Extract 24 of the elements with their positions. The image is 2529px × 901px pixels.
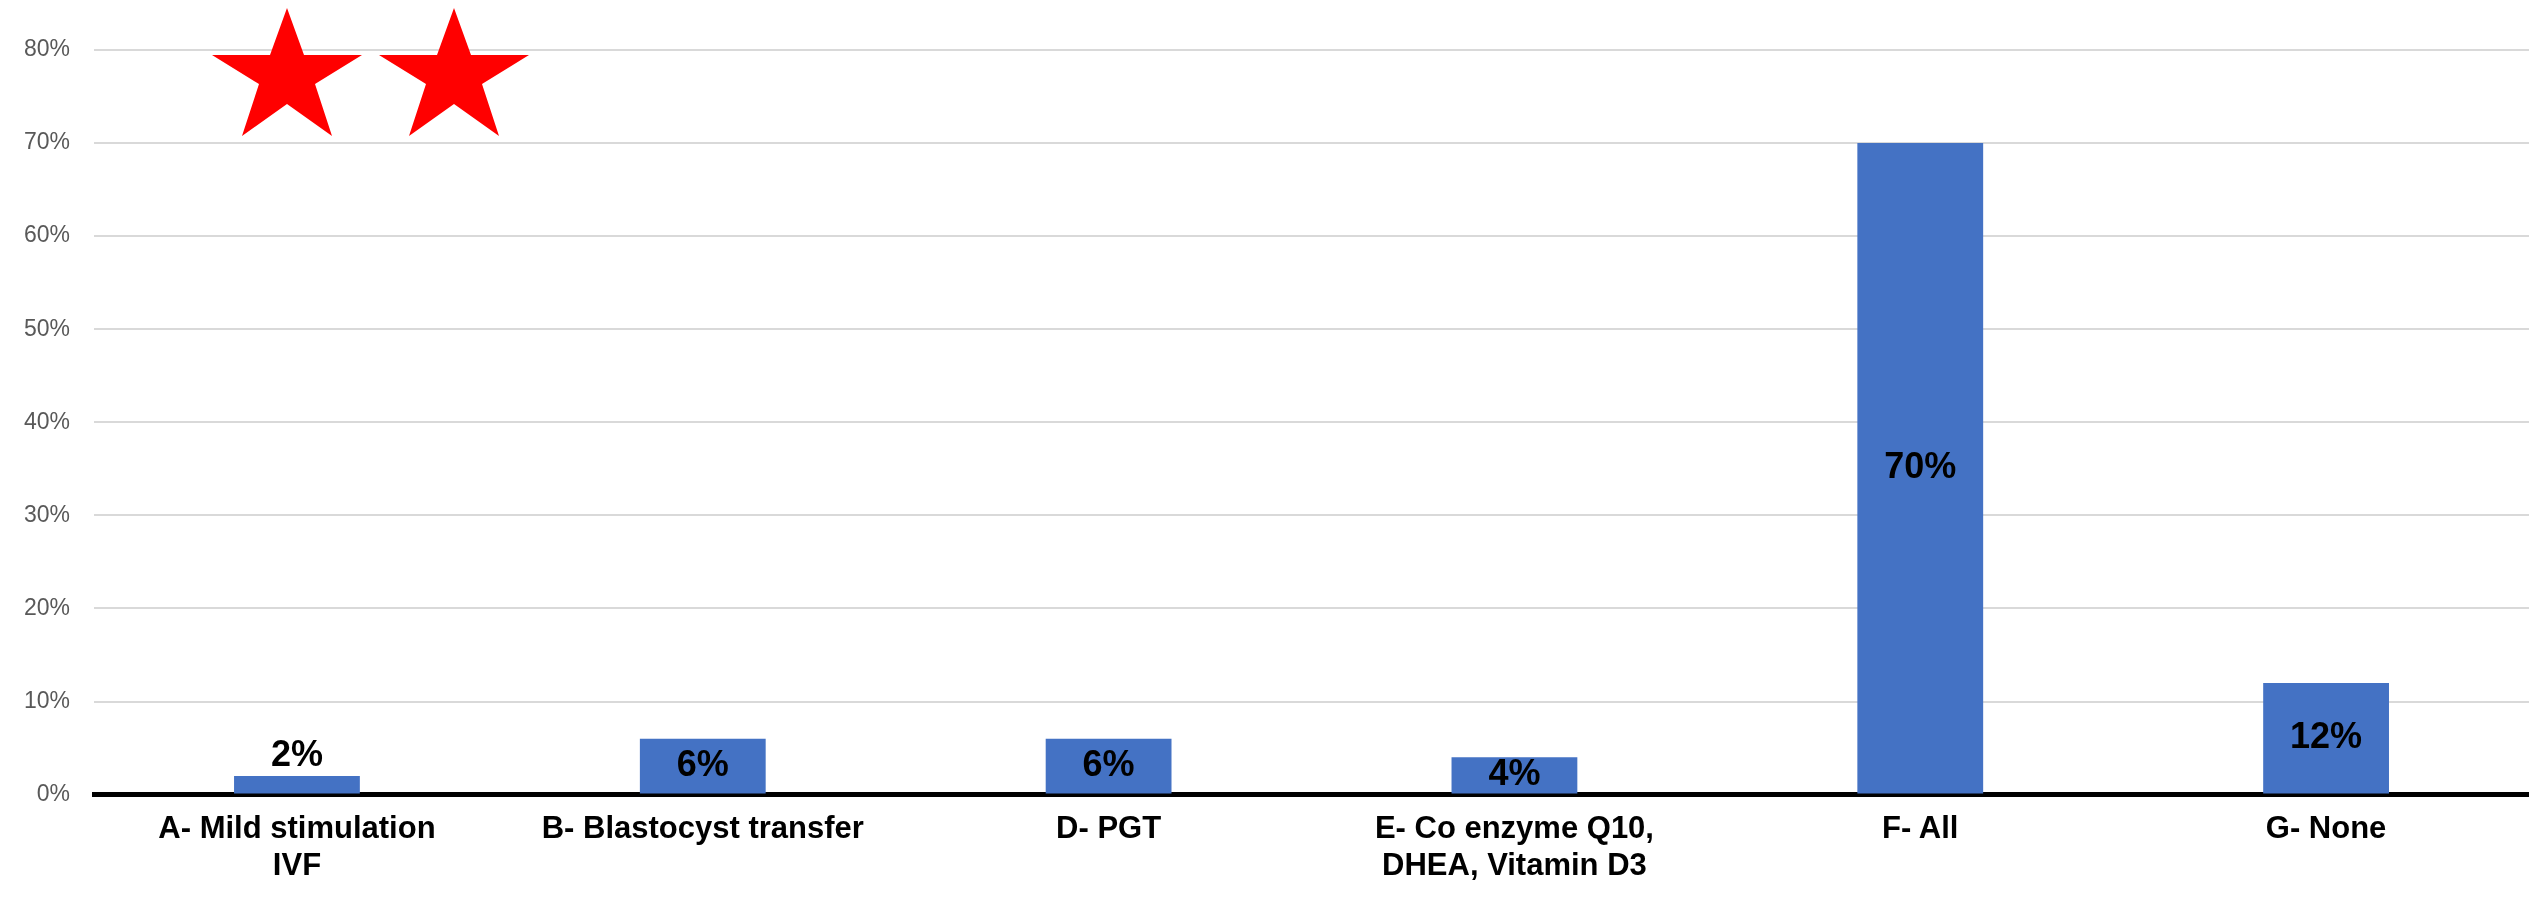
x-tick-label: B- Blastocyst transfer — [541, 809, 864, 845]
y-tick-label: 60% — [23, 221, 71, 248]
x-tick-label: F- All — [1882, 809, 1959, 845]
y-tick-label: 30% — [23, 500, 71, 527]
x-tick-label: E- Co enzyme Q10, DHEA, Vitamin D3 — [1374, 809, 1654, 882]
y-tick-label: 80% — [23, 35, 71, 62]
data-label: 2% — [270, 732, 323, 774]
y-tick-label: 20% — [23, 593, 71, 620]
bar — [234, 775, 360, 794]
y-tick-label: 50% — [23, 314, 71, 341]
x-tick-label: A- Mild stimulation IVF — [158, 809, 436, 882]
data-label: 70% — [1884, 445, 1957, 487]
y-tick-label: 10% — [23, 686, 71, 713]
bar — [1857, 143, 1984, 794]
bar — [2263, 682, 2389, 794]
data-label: 6% — [1082, 743, 1135, 785]
x-tick-label: G- None — [2265, 809, 2387, 845]
data-label: 12% — [2290, 715, 2363, 757]
data-label: 6% — [676, 743, 729, 785]
y-tick-label: 0% — [36, 779, 71, 806]
y-tick-label: 70% — [23, 128, 71, 155]
data-label: 4% — [1488, 752, 1541, 794]
x-tick-label: D- PGT — [1056, 809, 1162, 845]
y-tick-label: 40% — [23, 407, 71, 434]
